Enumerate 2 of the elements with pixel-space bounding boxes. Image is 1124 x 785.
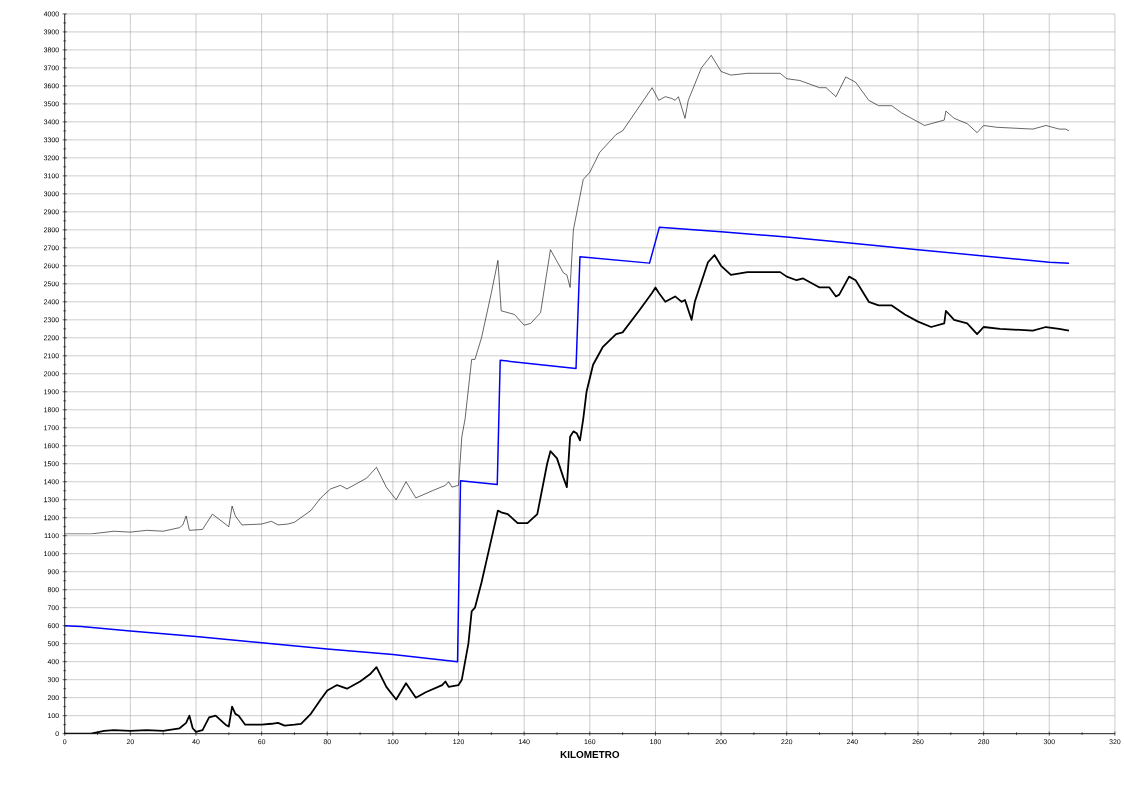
x-axis-title: KILOMETRO [560, 750, 620, 758]
line-series [64, 226, 1070, 663]
